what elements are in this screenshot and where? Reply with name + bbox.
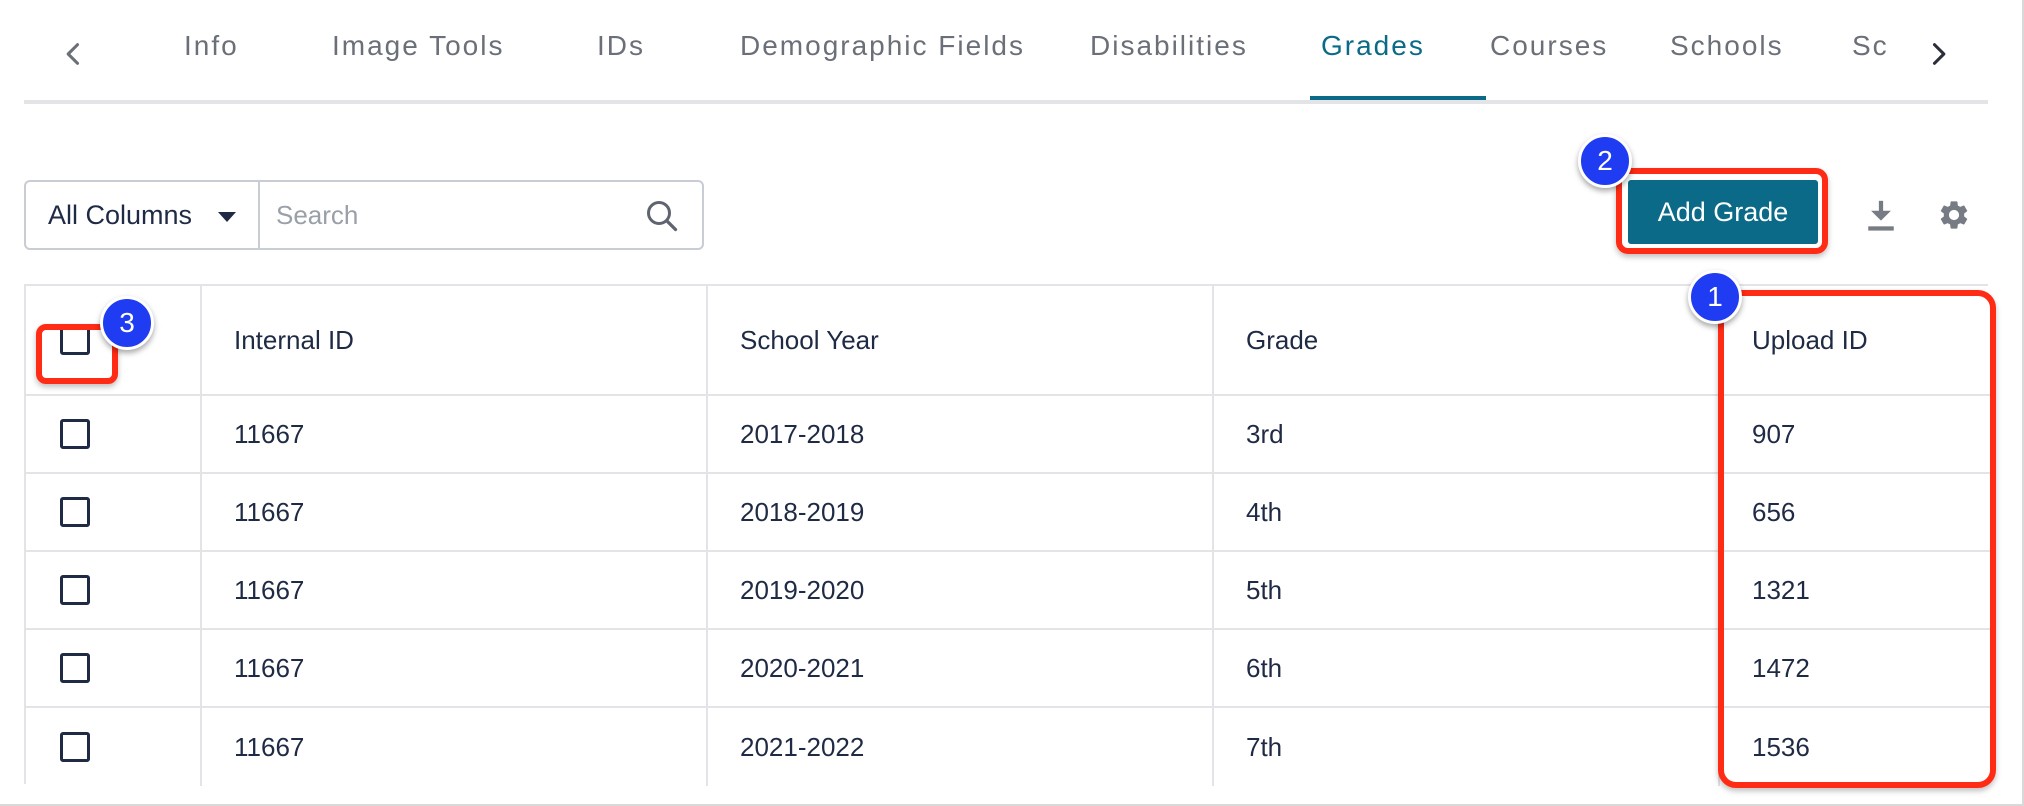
- row-checkbox-cell: [26, 474, 202, 550]
- table-cell: 4th: [1214, 474, 1720, 550]
- tab-sc[interactable]: Sc: [1852, 30, 1889, 61]
- table-cell: 2019-2020: [708, 552, 1214, 628]
- table-cell: 2020-2021: [708, 630, 1214, 706]
- table-cell: 907: [1752, 418, 1796, 449]
- table-cell: 11667: [202, 552, 708, 628]
- tab-demographic-fields[interactable]: Demographic Fields: [740, 30, 1025, 61]
- table-row[interactable]: 11667 2020-2021 6th 1472: [26, 630, 1990, 708]
- table-row[interactable]: 11667 2017-2018 3rd 907: [26, 396, 1990, 474]
- row-checkbox[interactable]: [60, 653, 90, 683]
- row-checkbox[interactable]: [60, 732, 90, 762]
- table-cell: 11667: [202, 396, 708, 472]
- download-icon[interactable]: [1866, 198, 1896, 232]
- tab-scroll-left-button[interactable]: [46, 28, 102, 80]
- select-all-highlight: [36, 324, 118, 384]
- row-checkbox-cell: [26, 396, 202, 472]
- table-row[interactable]: 11667 2021-2022 7th 1536: [26, 708, 1990, 786]
- column-header[interactable]: Internal ID: [202, 286, 708, 394]
- table-cell: 11667: [202, 630, 708, 706]
- callout-badge-2: 2: [1578, 134, 1632, 188]
- table-cell: 11667: [202, 474, 708, 550]
- row-checkbox-cell: [26, 630, 202, 706]
- tab-image-tools[interactable]: Image Tools: [332, 30, 505, 61]
- tab-grades[interactable]: Grades: [1321, 30, 1425, 61]
- table-cell: 656: [1752, 496, 1796, 527]
- table-cell: 3rd: [1214, 396, 1720, 472]
- row-checkbox[interactable]: [60, 497, 90, 527]
- tab-scroll-right-button[interactable]: [1910, 28, 1966, 80]
- chevron-left-icon: [66, 43, 80, 65]
- table-cell: 6th: [1214, 630, 1720, 706]
- tab-ids[interactable]: IDs: [597, 30, 645, 61]
- active-tab-indicator: [1310, 96, 1486, 100]
- column-select[interactable]: All Columns: [26, 182, 260, 248]
- search-input[interactable]: [260, 182, 702, 248]
- search-group: All Columns: [24, 180, 704, 250]
- column-header[interactable]: Upload ID: [1752, 324, 1868, 355]
- table-header-row: Internal ID School Year Grade Upload ID: [26, 286, 1990, 396]
- row-checkbox-cell: [26, 708, 202, 786]
- callout-badge-1: 1: [1688, 270, 1742, 324]
- column-header[interactable]: Grade: [1214, 286, 1720, 394]
- upload-id-column-highlight: [1718, 290, 1996, 788]
- table-cell: 2021-2022: [708, 708, 1214, 786]
- table-row[interactable]: 11667 2019-2020 5th 1321: [26, 552, 1990, 630]
- row-checkbox[interactable]: [60, 419, 90, 449]
- table-cell: 7th: [1214, 708, 1720, 786]
- row-checkbox-cell: [26, 552, 202, 628]
- table-cell: 5th: [1214, 552, 1720, 628]
- callout-badge-3: 3: [100, 296, 154, 350]
- tab-bar: Info Image Tools IDs Demographic Fields …: [24, 0, 1988, 104]
- tab-info[interactable]: Info: [184, 30, 239, 61]
- tab-disabilities[interactable]: Disabilities: [1090, 30, 1248, 61]
- gear-icon[interactable]: [1937, 198, 1971, 232]
- column-header[interactable]: School Year: [708, 286, 1214, 394]
- chevron-right-icon: [1932, 43, 1946, 65]
- table-cell: 1536: [1752, 731, 1810, 762]
- table-cell: 11667: [202, 708, 708, 786]
- tab-schools[interactable]: Schools: [1670, 30, 1784, 61]
- row-checkbox[interactable]: [60, 575, 90, 605]
- add-grade-button[interactable]: Add Grade: [1628, 180, 1818, 244]
- caret-down-icon: [218, 212, 236, 222]
- table-cell: 2017-2018: [708, 396, 1214, 472]
- search-icon[interactable]: [644, 198, 680, 234]
- add-grade-highlight: [1616, 168, 1828, 254]
- table-row[interactable]: 11667 2018-2019 4th 656: [26, 474, 1990, 552]
- grades-table: Internal ID School Year Grade Upload ID …: [24, 284, 1990, 786]
- table-cell: 1472: [1752, 652, 1810, 683]
- tab-courses[interactable]: Courses: [1490, 30, 1609, 61]
- table-cell: 2018-2019: [708, 474, 1214, 550]
- column-select-label: All Columns: [48, 199, 193, 230]
- table-cell: 1321: [1752, 574, 1810, 605]
